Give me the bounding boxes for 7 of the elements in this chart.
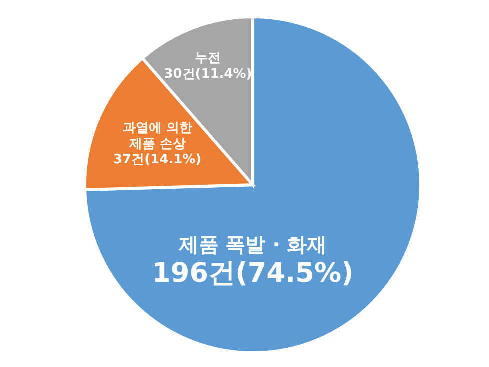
pie-slice [84, 16, 422, 354]
slice-label: 누전 [195, 51, 222, 66]
slice-label: 제품 폭발 · 화재 [178, 232, 328, 256]
data-label: 196건(74.5%) [152, 258, 354, 290]
data-label: 30건(11.4%) [164, 66, 252, 82]
slice-label: 과열에 의한 제품 손상 [122, 121, 192, 152]
data-label: 37건(14.1%) [114, 152, 202, 168]
